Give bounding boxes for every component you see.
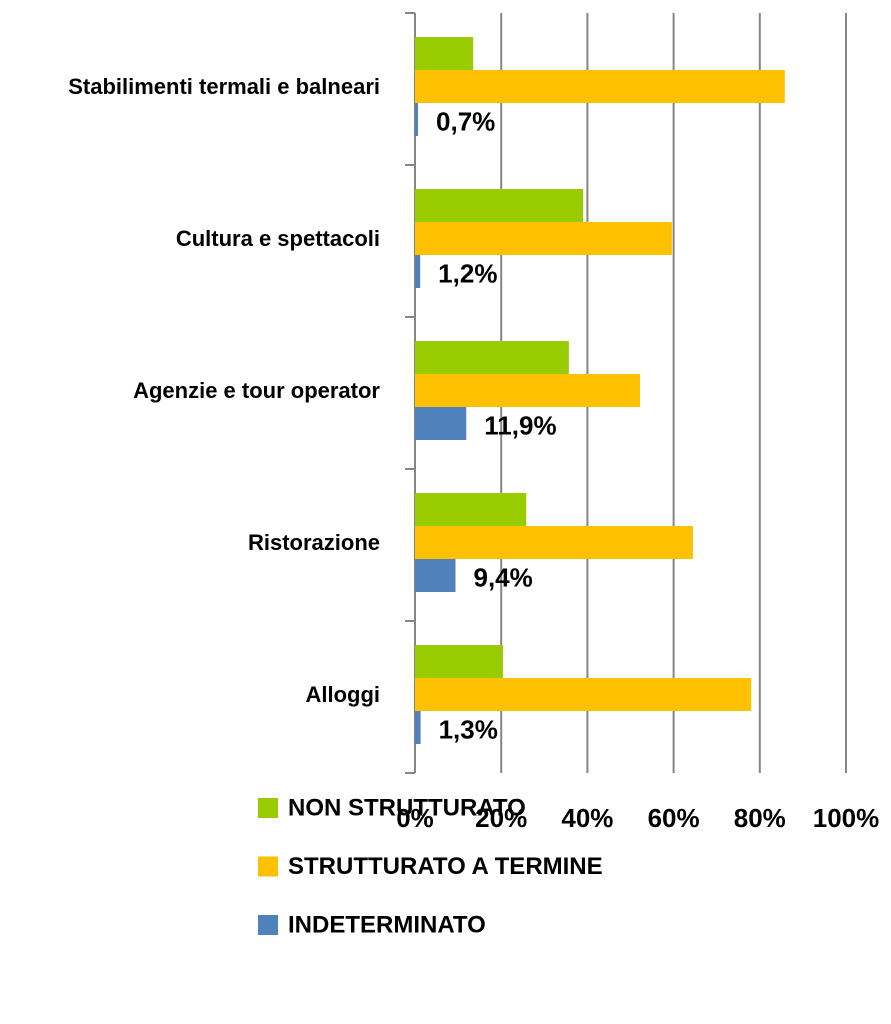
category-label: Stabilimenti termali e balneari: [68, 74, 380, 99]
x-tick-label: 20%: [475, 803, 527, 833]
bar: [415, 374, 640, 407]
bar: [415, 407, 467, 440]
data-label: 11,9%: [484, 410, 556, 440]
x-tick-label: 0%: [396, 803, 434, 833]
bar: [415, 645, 503, 678]
legend-swatch: [258, 915, 278, 935]
category-label: Cultura e spettacoli: [175, 226, 380, 251]
bar: [415, 103, 419, 136]
x-tick-label: 40%: [561, 803, 613, 833]
x-tick-label: 100%: [813, 803, 880, 833]
bar: [415, 711, 421, 744]
bar: [415, 559, 456, 592]
legend-swatch: [258, 798, 278, 818]
legend-label: NON STRUTTURATO: [288, 794, 526, 821]
data-label: 9,4%: [474, 562, 533, 592]
data-label: 0,7%: [436, 106, 495, 136]
legend-swatch: [258, 856, 278, 877]
legend-label: INDETERMINATO: [288, 911, 486, 938]
bar: [415, 222, 672, 255]
bar: [415, 341, 569, 374]
data-label: 1,2%: [438, 258, 497, 288]
data-label: 1,3%: [439, 714, 498, 744]
bar: [415, 189, 584, 222]
x-tick-label: 60%: [648, 803, 700, 833]
x-tick-label: 80%: [734, 803, 786, 833]
bar: [415, 678, 752, 711]
category-label: Alloggi: [305, 682, 380, 707]
legend-label: STRUTTURATO A TERMINE: [288, 853, 603, 880]
bar: [415, 37, 474, 70]
bar: [415, 493, 527, 526]
bar: [415, 255, 421, 288]
category-label: Ristorazione: [247, 530, 380, 555]
bar: [415, 70, 785, 103]
bar: [415, 526, 693, 559]
category-label: Agenzie e tour operator: [133, 378, 380, 403]
